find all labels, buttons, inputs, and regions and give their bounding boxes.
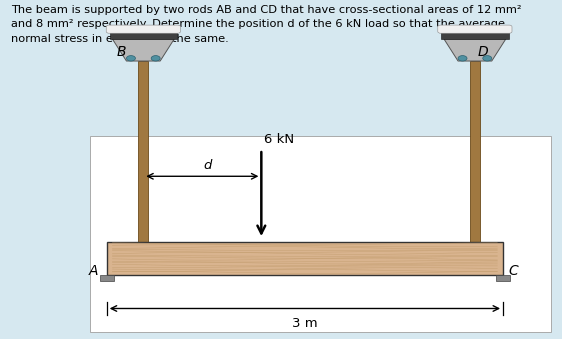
Text: 6 kN: 6 kN (264, 134, 294, 146)
Text: D: D (478, 45, 488, 59)
Text: The beam is supported by two rods AB and CD that have cross-sectional areas of 1: The beam is supported by two rods AB and… (11, 5, 522, 44)
Bar (110, 32, 177, 39)
Text: B: B (117, 45, 126, 59)
Polygon shape (112, 39, 174, 61)
FancyBboxPatch shape (106, 25, 180, 33)
Bar (138, 61, 148, 243)
Polygon shape (444, 39, 506, 61)
Bar (107, 242, 503, 275)
Bar (496, 275, 510, 281)
Text: d: d (204, 159, 212, 172)
Text: C: C (509, 264, 518, 278)
Text: A: A (89, 264, 98, 278)
Circle shape (483, 56, 492, 61)
Bar (100, 275, 114, 281)
Bar (470, 61, 480, 243)
Circle shape (126, 56, 135, 61)
Circle shape (151, 56, 160, 61)
Bar (90, 136, 551, 332)
Bar (441, 32, 509, 39)
Circle shape (458, 56, 467, 61)
FancyBboxPatch shape (438, 25, 512, 33)
Text: 3 m: 3 m (292, 317, 318, 330)
